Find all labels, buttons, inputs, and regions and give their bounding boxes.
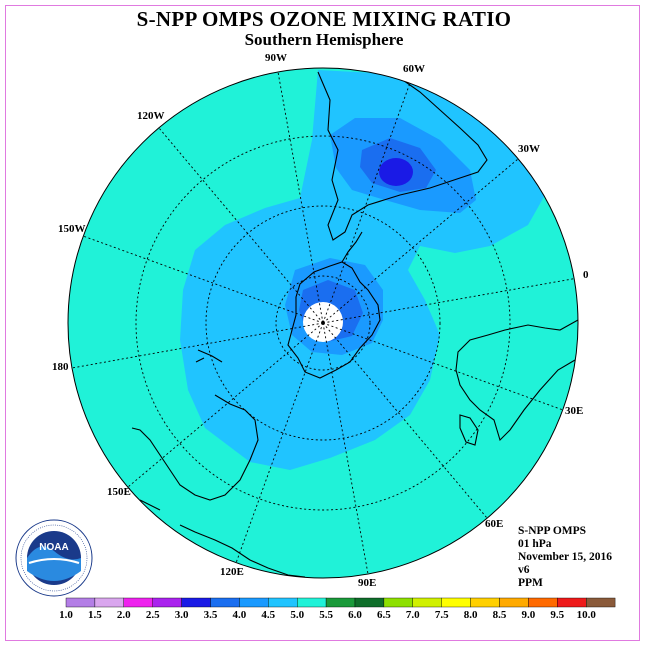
coastlines	[131, 71, 578, 578]
info-date: November 15, 2016	[518, 551, 613, 563]
colorbar-label: 1.0	[59, 609, 73, 621]
latitude-circle-1	[275, 275, 371, 371]
colorbar-swatch	[325, 597, 356, 608]
coast-new-zealand	[195, 349, 223, 363]
colorbar-swatch	[239, 597, 269, 608]
map-boundary	[67, 67, 579, 579]
noaa-logo: NOAA	[15, 519, 93, 597]
meridian-120w	[158, 127, 324, 324]
meridian-60w	[322, 82, 411, 324]
colorbar-swatch	[557, 597, 587, 608]
colorbar-swatch	[152, 597, 182, 608]
lon-label-120e: 120E	[220, 566, 244, 578]
info-level: 01 hPa	[518, 538, 552, 550]
meridian-60e	[322, 322, 488, 519]
colorbar-label: 7.5	[434, 609, 449, 621]
colorbar-label: 4.5	[261, 609, 276, 621]
info-instrument: S-NPP OMPS	[518, 525, 587, 537]
lon-label-60w: 60W	[403, 63, 425, 75]
colorbar-swatch	[383, 597, 413, 608]
colorbar-swatch	[441, 597, 471, 608]
colorbar-swatch	[181, 597, 211, 608]
meridian-150e	[127, 322, 324, 488]
meridian-90w	[277, 71, 324, 324]
colorbar-label: 3.0	[174, 609, 189, 621]
region-2.5-3.0-maximum	[379, 158, 413, 186]
lon-label-90w: 90W	[265, 52, 287, 64]
colorbar-label: 9.5	[550, 609, 565, 621]
meridian-30w	[322, 158, 519, 324]
colorbar-label: 1.5	[88, 609, 102, 621]
figure-frame	[5, 5, 640, 641]
lon-label-30w: 30W	[518, 143, 540, 155]
lon-label-0: 0	[583, 269, 589, 281]
lon-label-60e: 60E	[485, 518, 504, 530]
colorbar-swatch	[412, 597, 442, 608]
coast-australia	[131, 394, 259, 501]
meridian-120e	[235, 322, 324, 564]
info-units: PPM	[518, 577, 543, 589]
page-title: S-NPP OMPS OZONE MIXING RATIO	[136, 7, 512, 31]
colorbar-label: 2.5	[145, 609, 160, 621]
latitude-circle-3	[135, 135, 511, 511]
info-version: v6	[518, 564, 530, 576]
colorbar-swatch	[65, 597, 96, 608]
colorbar-label: 7.0	[405, 609, 420, 621]
meridian-180	[71, 322, 324, 369]
colorbar-swatch	[528, 597, 558, 608]
colorbar-label: 2.0	[116, 609, 131, 621]
colorbar-label: 6.5	[377, 609, 391, 621]
lon-label-30e: 30E	[565, 405, 584, 417]
lon-label-90e: 90E	[358, 577, 377, 589]
colorbar-label: 8.5	[492, 609, 507, 621]
colorbar-swatch	[470, 597, 500, 608]
lon-label-120w: 120W	[137, 110, 165, 122]
noaa-logo-text: NOAA	[39, 542, 68, 553]
colorbar-label: 3.5	[203, 609, 218, 621]
coast-south-america	[317, 71, 488, 241]
colorbar-swatch	[297, 597, 327, 608]
colorbar-swatch	[123, 597, 153, 608]
colorbar-swatch	[354, 597, 385, 608]
coast-antarctica	[287, 261, 381, 379]
colorbar-label: 8.0	[463, 609, 478, 621]
colorbar-label: 4.0	[232, 609, 247, 621]
colorbar-label: 10.0	[576, 609, 596, 621]
coast-indonesia	[139, 499, 306, 578]
lon-label-150e: 150E	[107, 486, 131, 498]
colorbar-swatch	[268, 597, 298, 608]
coast-antarctic-peninsula	[341, 231, 363, 263]
colorbar-label: 6.0	[348, 609, 362, 621]
meridian-90e	[322, 322, 369, 575]
colorbar-swatch	[499, 597, 529, 608]
meridian-30e	[322, 322, 564, 411]
lon-label-180: 180	[52, 361, 69, 373]
meridian-150w	[82, 235, 324, 324]
colorbar-label: 5.5	[319, 609, 333, 621]
south-pole-marker	[321, 320, 325, 324]
colorbar-label: 5.0	[290, 609, 305, 621]
coast-africa	[455, 319, 578, 442]
colorbar-swatch	[94, 597, 125, 608]
latitude-circle-2	[205, 205, 441, 441]
page-subtitle: Southern Hemisphere	[244, 30, 404, 49]
graticule	[71, 71, 578, 575]
colorbar-label: 9.0	[521, 609, 536, 621]
lon-label-150w: 150W	[58, 223, 86, 235]
colorbar-swatch	[210, 597, 240, 608]
colorbar-swatch	[586, 597, 616, 608]
coast-madagascar	[459, 414, 479, 446]
